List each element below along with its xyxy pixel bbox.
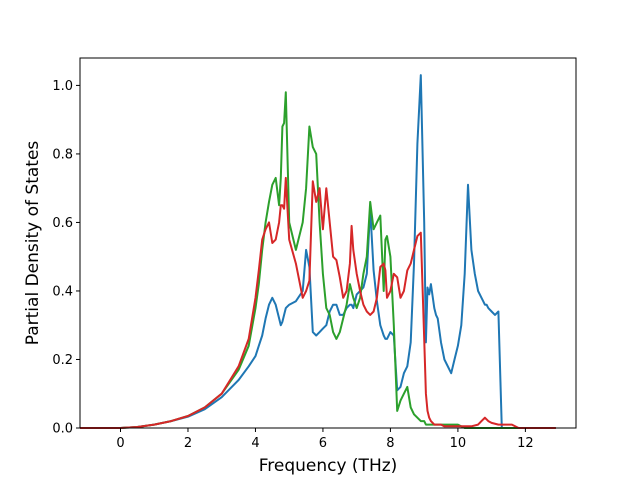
series-line-1 [80, 74, 556, 429]
x-tick-label: 6 [319, 436, 327, 451]
y-tick-label: 0.6 [52, 216, 73, 231]
plot-frame [79, 57, 577, 429]
x-axis-ticks: 0 2 4 6 8 10 12 [116, 428, 534, 451]
x-tick-label: 4 [251, 436, 259, 451]
y-axis-ticks: 0.0 0.2 0.4 0.6 0.8 1.0 [52, 79, 80, 437]
x-tick-label: 10 [450, 436, 467, 451]
x-tick-label: 8 [386, 436, 394, 451]
y-axis-label: Partial Density of States [23, 141, 43, 346]
y-tick-label: 0.2 [52, 353, 73, 368]
x-tick-label: 2 [184, 436, 192, 451]
series-layer [80, 74, 556, 429]
x-axis-label: Frequency (THz) [259, 456, 398, 476]
y-tick-label: 1.0 [52, 79, 73, 94]
y-tick-label: 0.4 [52, 284, 73, 299]
series-line-3 [80, 176, 556, 429]
y-tick-label: 0.8 [52, 147, 73, 162]
x-tick-label: 12 [517, 436, 534, 451]
x-tick-label: 0 [116, 436, 124, 451]
y-tick-label: 0.0 [52, 422, 73, 437]
